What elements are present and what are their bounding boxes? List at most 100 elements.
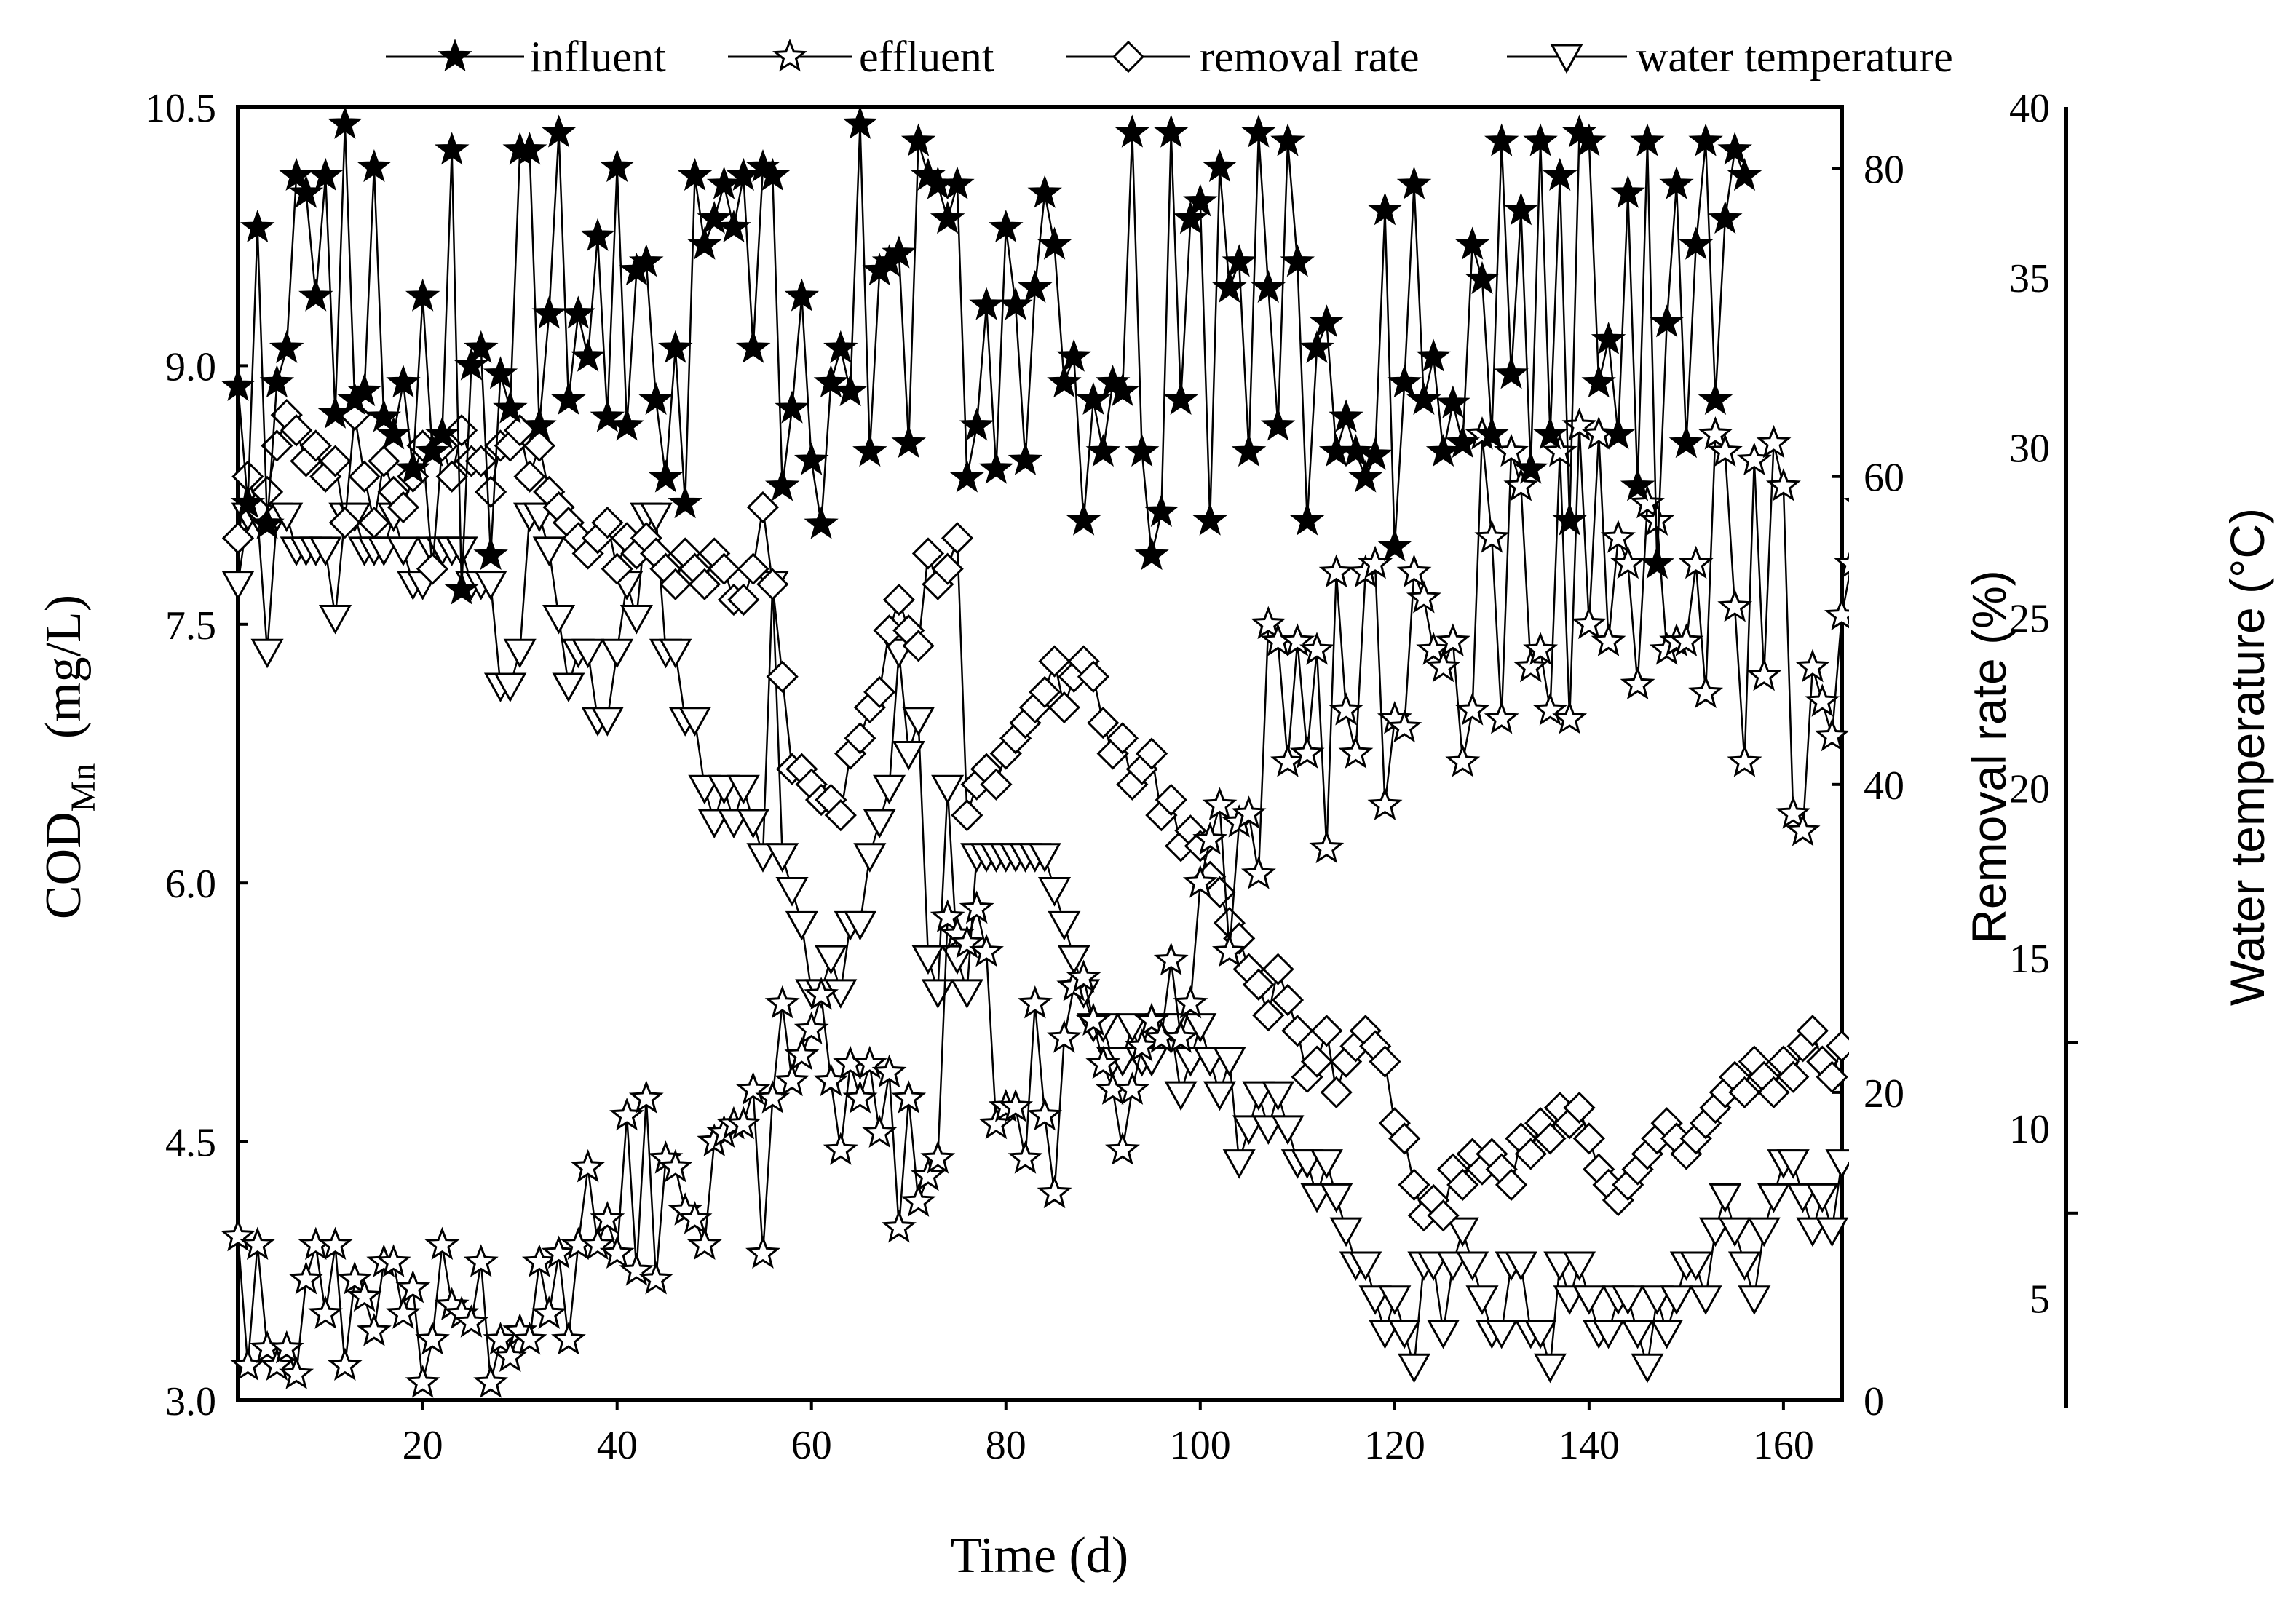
- point-effluent-17: [376, 1244, 411, 1277]
- point-influent-155: [1717, 132, 1752, 165]
- point-influent-123: [1406, 381, 1441, 416]
- point-effluent-135: [1523, 632, 1559, 665]
- point-influent-53: [726, 157, 761, 191]
- point-removal-rate-55: [746, 491, 780, 524]
- point-influent-94: [1124, 433, 1160, 467]
- point-removal-rate-134: [1514, 1138, 1547, 1170]
- point-removal-rate-27: [475, 475, 507, 508]
- point-water-temperature-62: [814, 945, 847, 975]
- point-effluent-86: [1046, 1020, 1082, 1053]
- point-influent-109: [1270, 123, 1305, 156]
- point-water-temperature-44: [639, 502, 673, 533]
- plot-area-frame: [236, 105, 1844, 1402]
- point-removal-rate-7: [280, 414, 313, 447]
- point-effluent-152: [1688, 675, 1724, 708]
- point-effluent-170: [1866, 566, 1895, 594]
- point-removal-rate-51: [708, 552, 740, 585]
- point-water-temperature-75: [941, 945, 974, 975]
- y-axis-left-title-main: COD: [36, 812, 92, 919]
- point-water-temperature-104: [1222, 1149, 1256, 1179]
- point-removal-rate-106: [1242, 968, 1275, 1001]
- point-water-temperature-166: [1825, 1149, 1849, 1179]
- series-line-influent: [237, 124, 1746, 590]
- point-effluent-73: [920, 1140, 956, 1174]
- point-influent-40: [600, 148, 635, 183]
- point-influent-82: [1008, 442, 1043, 475]
- y-axis-left-title-sub: Mn: [64, 763, 103, 812]
- point-effluent-95: [1134, 1002, 1169, 1036]
- point-water-temperature-113: [1310, 1149, 1343, 1179]
- point-influent-127: [1445, 425, 1480, 459]
- point-effluent-125: [1425, 648, 1461, 683]
- point-influent-17: [376, 416, 411, 450]
- point-influent-97: [1153, 114, 1189, 148]
- point-removal-rate-57: [766, 660, 799, 693]
- point-effluent-121: [1387, 709, 1422, 743]
- y-temp-tick-label-25: 25: [2009, 596, 2050, 641]
- point-water-temperature-139: [1562, 1251, 1596, 1282]
- point-effluent-63: [823, 1132, 858, 1165]
- point-effluent-77: [959, 890, 994, 924]
- point-effluent-112: [1299, 632, 1334, 665]
- point-water-temperature-58: [775, 877, 809, 907]
- legend-item-effluent: effluent: [728, 33, 994, 81]
- point-influent-130: [1474, 416, 1510, 450]
- point-water-temperature-67: [863, 809, 896, 839]
- point-influent-4: [250, 506, 285, 539]
- point-effluent-99: [1173, 985, 1208, 1019]
- point-influent-111: [1289, 502, 1325, 536]
- y-axis-temperature-title: Water temperature (°C): [2220, 508, 2274, 1006]
- point-influent-66: [852, 433, 887, 467]
- point-effluent-26: [463, 1244, 499, 1277]
- point-effluent-110: [1280, 623, 1315, 656]
- point-removal-rate-56: [756, 568, 789, 600]
- point-influent-71: [900, 123, 936, 156]
- legend-marker-influent: [438, 39, 472, 72]
- point-influent-52: [716, 209, 751, 243]
- point-influent-138: [1552, 502, 1587, 536]
- point-effluent-162: [1785, 812, 1821, 846]
- point-influent-18: [386, 365, 421, 398]
- point-influent-63: [823, 330, 858, 363]
- point-effluent-46: [657, 1148, 693, 1183]
- point-water-temperature-85: [1037, 877, 1072, 907]
- point-influent-15: [357, 148, 392, 183]
- point-effluent-32: [521, 1244, 557, 1277]
- point-effluent-71: [900, 1183, 936, 1217]
- legend-marker-removal-rate: [1112, 40, 1145, 74]
- point-influent-87: [1056, 338, 1092, 372]
- point-effluent-150: [1668, 623, 1704, 656]
- point-removal-rate-67: [863, 675, 896, 709]
- point-effluent-140: [1571, 606, 1607, 640]
- point-effluent-11: [317, 1226, 353, 1261]
- point-removal-rate-159: [1757, 1076, 1790, 1109]
- point-effluent-18: [386, 1295, 421, 1329]
- point-water-temperature-152: [1689, 1285, 1722, 1315]
- y-right-tick-label-80: 80: [1864, 148, 1904, 193]
- point-removal-rate-11: [319, 445, 352, 477]
- point-effluent-5: [259, 1347, 295, 1381]
- legend-item-influent: influent: [386, 33, 666, 81]
- point-influent-36: [561, 295, 595, 329]
- point-water-temperature-1: [221, 571, 255, 600]
- y-left-tick-label-4: 9.0: [165, 344, 216, 389]
- point-water-temperature-157: [1738, 1285, 1771, 1315]
- point-effluent-167: [1834, 552, 1849, 579]
- point-water-temperature-59: [785, 910, 818, 941]
- point-water-temperature-127: [1446, 1217, 1479, 1247]
- point-influent-21: [415, 433, 450, 467]
- point-influent-122: [1396, 166, 1432, 199]
- point-influent-79: [978, 451, 1014, 484]
- point-water-temperature-34: [542, 604, 576, 635]
- point-water-temperature-129: [1465, 1285, 1499, 1315]
- point-effluent-8: [288, 1261, 324, 1295]
- point-influent-137: [1543, 157, 1577, 191]
- point-influent-108: [1260, 408, 1296, 441]
- point-effluent-12: [327, 1347, 363, 1381]
- point-influent-39: [590, 399, 625, 432]
- point-water-temperature-100: [1184, 1013, 1217, 1043]
- point-influent-76: [949, 459, 985, 493]
- point-effluent-67: [862, 1114, 898, 1148]
- point-removal-rate-122: [1398, 1168, 1430, 1201]
- point-effluent-22: [424, 1226, 460, 1261]
